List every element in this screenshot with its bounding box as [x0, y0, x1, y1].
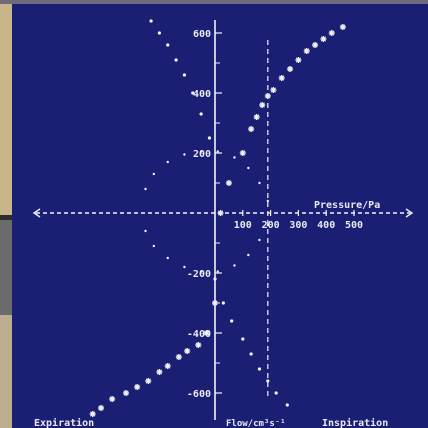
- y-tick-label: 600: [193, 29, 211, 40]
- star-point: [303, 48, 310, 54]
- x-tick-label: 500: [345, 220, 363, 231]
- star-point: [203, 330, 210, 336]
- y-axis-label: Flow/cm³s⁻¹: [226, 419, 286, 428]
- y-tick-label: 200: [193, 149, 211, 160]
- star-point: [248, 126, 255, 132]
- star-point: [287, 66, 294, 72]
- y-tick-label: -200: [187, 269, 211, 280]
- axes: [32, 20, 414, 420]
- star-point: [164, 363, 171, 369]
- dot-point: [183, 265, 186, 269]
- dot-point: [144, 187, 147, 191]
- dot-point: [274, 391, 278, 395]
- dot-point: [247, 253, 250, 257]
- dot-point: [230, 319, 234, 323]
- dot-point: [157, 31, 161, 35]
- dot-point: [233, 156, 236, 159]
- dot-point: [221, 301, 225, 305]
- y-tick-label: 400: [193, 89, 211, 100]
- star-point: [156, 369, 163, 375]
- star-point: [175, 354, 182, 360]
- dot-point: [257, 367, 262, 371]
- dot-point: [144, 229, 147, 233]
- star-point: [328, 30, 335, 36]
- x-axis-arrow-left: [32, 208, 41, 218]
- dot-point: [285, 403, 289, 407]
- dot-point: [199, 270, 203, 273]
- y-tick-label: -400: [187, 329, 211, 340]
- inspiration-label: Inspiration: [322, 417, 388, 428]
- x-tick-label: 300: [289, 220, 307, 231]
- dot-point: [199, 112, 203, 116]
- dot-point: [166, 160, 169, 164]
- star-point: [239, 150, 246, 156]
- star-point: [184, 348, 191, 354]
- dot-point: [233, 264, 236, 267]
- x-tick-label: 100: [234, 220, 252, 231]
- star-point: [270, 87, 277, 93]
- dot-point: [216, 150, 219, 153]
- star-point: [217, 210, 224, 216]
- dot-point: [174, 58, 178, 62]
- star-point: [320, 36, 327, 42]
- dot-point: [216, 270, 219, 273]
- star-point: [339, 24, 346, 30]
- dot-point: [266, 379, 270, 383]
- star-point: [195, 342, 202, 348]
- x-tick-label: 400: [317, 220, 335, 231]
- star-point: [264, 93, 271, 99]
- ticks: 100 200 300 400 500 600 400 200 -200 -400 -600: [187, 29, 363, 400]
- dot-point: [182, 73, 187, 77]
- dot-point: [266, 223, 270, 227]
- star-point: [312, 42, 319, 48]
- dot-point: [183, 153, 186, 156]
- dot-point: [241, 337, 245, 341]
- dot-point: [152, 244, 156, 248]
- dot-point: [258, 238, 261, 242]
- star-point: [109, 396, 116, 402]
- star-point: [253, 114, 260, 120]
- y-tick-label: -600: [187, 389, 211, 400]
- dot-point: [152, 172, 156, 176]
- expiration-label: Expiration: [34, 417, 94, 428]
- star-point: [225, 180, 232, 186]
- star-point: [212, 300, 218, 306]
- dot-point: [191, 91, 195, 95]
- star-point: [278, 75, 285, 81]
- data-marks: [89, 19, 346, 417]
- photo-top-edge: [0, 0, 428, 4]
- star-point: [134, 384, 141, 390]
- x-tick-label: 200: [262, 220, 280, 231]
- dot-point: [249, 352, 253, 356]
- star-point: [123, 390, 130, 396]
- photo-edge-strip: [0, 0, 12, 428]
- star-point: [98, 405, 105, 411]
- dot-point: [266, 199, 270, 203]
- dot-point: [213, 277, 217, 281]
- x-axis-label: Pressure/Pa: [314, 200, 380, 211]
- dot-point: [166, 43, 170, 47]
- star-point: [295, 57, 302, 63]
- dot-point: [207, 136, 212, 140]
- star-point: [89, 411, 96, 417]
- dot-point: [166, 256, 169, 260]
- dot-point: [199, 150, 203, 153]
- x-axis-arrow: [405, 208, 414, 218]
- dot-point: [258, 181, 261, 185]
- star-point: [259, 102, 266, 108]
- dot-point: [149, 19, 153, 23]
- star-point: [145, 378, 152, 384]
- dot-point: [247, 166, 250, 170]
